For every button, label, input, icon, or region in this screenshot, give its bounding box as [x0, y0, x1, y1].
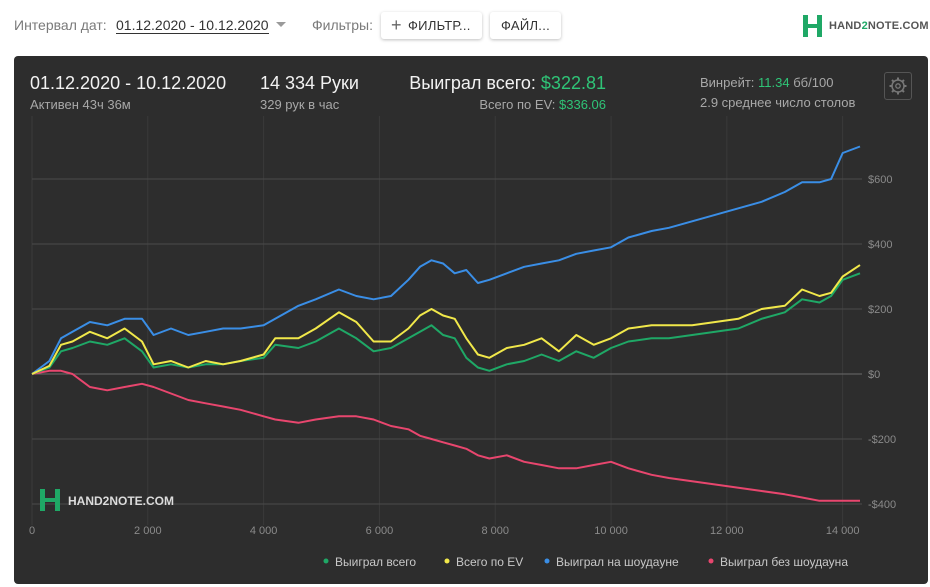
legend-label[interactable]: Выиграл на шоудауне — [556, 555, 679, 569]
x-tick-label: 8 000 — [481, 525, 509, 537]
x-axis: 0 2 000 4 000 6 000 8 000 10 000 12 000 14 000 — [29, 525, 860, 537]
chart-watermark: HAND2NOTE.COM — [40, 489, 174, 511]
settings-button[interactable] — [884, 72, 912, 100]
date-range-label: Интервал дат: — [14, 17, 107, 33]
graph-panel: 01.12.2020 - 10.12.2020 Активен 43ч 36м … — [14, 56, 928, 584]
series-line-0 — [31, 272, 861, 375]
logo-text-two: 2 — [861, 20, 868, 32]
winrate: Винрейт: 11.34 бб/100 — [700, 75, 833, 90]
gear-icon — [889, 77, 907, 95]
logo-icon — [803, 15, 822, 37]
filters-button-label: ФИЛЬТР... — [408, 18, 471, 33]
logo-text-note: NOTE.COM — [867, 20, 929, 32]
hands-per-hour: 329 рук в час — [260, 97, 340, 112]
legend-marker — [323, 558, 329, 564]
logo-text-hand: HAND — [829, 20, 862, 32]
toolbar: Интервал дат: 01.12.2020 - 10.12.2020 Фи… — [0, 0, 930, 52]
avg-tables: 2.9 среднее число столов — [700, 95, 856, 110]
winrate-value: 11.34 — [758, 75, 790, 90]
legend-marker — [444, 558, 450, 564]
x-tick-label: 14 000 — [826, 525, 860, 537]
series-line-3 — [31, 369, 860, 502]
x-tick-label: 0 — [29, 525, 35, 537]
legend-label[interactable]: Выиграл без шоудауна — [720, 555, 848, 569]
date-range-picker[interactable]: 01.12.2020 - 10.12.2020 — [116, 17, 269, 34]
legend-marker — [544, 558, 550, 564]
x-tick-label: 2 000 — [134, 525, 162, 537]
series-line-2 — [31, 145, 861, 375]
legend-label[interactable]: Всего по EV — [456, 555, 523, 569]
winrate-label: Винрейт: — [700, 75, 755, 90]
files-button[interactable]: ФАЙЛ... — [490, 12, 561, 39]
period-title: 01.12.2020 - 10.12.2020 — [30, 73, 227, 93]
x-tick-label: 6 000 — [366, 525, 394, 537]
won-total: Выиграл всего: $322.81 — [409, 73, 606, 94]
y-tick-label: $200 — [868, 304, 892, 316]
filters-label: Фильтры: — [312, 17, 373, 33]
y-axis: $600 $400 $200 $0 -$200 -$400 — [868, 174, 896, 511]
legend-marker — [708, 558, 714, 564]
ev-total-value: $336.06 — [559, 97, 606, 112]
legend-label[interactable]: Выиграл всего — [335, 555, 416, 569]
files-button-label: ФАЙЛ... — [500, 18, 551, 33]
y-tick-label: $400 — [868, 239, 892, 251]
series-line-1 — [31, 264, 861, 375]
chevron-down-icon[interactable] — [276, 22, 286, 27]
won-total-label: Выиграл всего: — [409, 73, 536, 93]
y-tick-label: -$200 — [868, 434, 896, 446]
ev-total: Всего по EV: $336.06 — [479, 97, 606, 112]
chart-series — [31, 145, 861, 502]
x-tick-label: 4 000 — [250, 525, 278, 537]
hands-count: 14 334 Руки — [260, 73, 359, 93]
won-total-value: $322.81 — [540, 73, 606, 93]
active-time: Активен 43ч 36м — [30, 97, 131, 112]
plus-icon: + — [391, 15, 402, 35]
x-tick-label: 12 000 — [710, 525, 744, 537]
chart-legend: Выиграл всего Всего по EV Выиграл на шоуда… — [323, 555, 848, 569]
winrate-unit: бб/100 — [793, 75, 834, 90]
watermark-logo-icon — [40, 489, 45, 511]
y-tick-label: $0 — [868, 369, 880, 381]
filters-button[interactable]: + ФИЛЬТР... — [381, 12, 482, 39]
watermark-logo-icon-bar — [55, 489, 60, 511]
y-tick-label: $600 — [868, 174, 892, 186]
ev-total-label: Всего по EV: — [479, 97, 556, 112]
x-tick-label: 10 000 — [594, 525, 628, 537]
watermark-logo-icon-bridge — [45, 498, 55, 502]
chart-grid — [31, 116, 862, 525]
watermark-text: HAND2NOTE.COM — [68, 494, 174, 508]
y-tick-label: -$400 — [868, 499, 896, 511]
